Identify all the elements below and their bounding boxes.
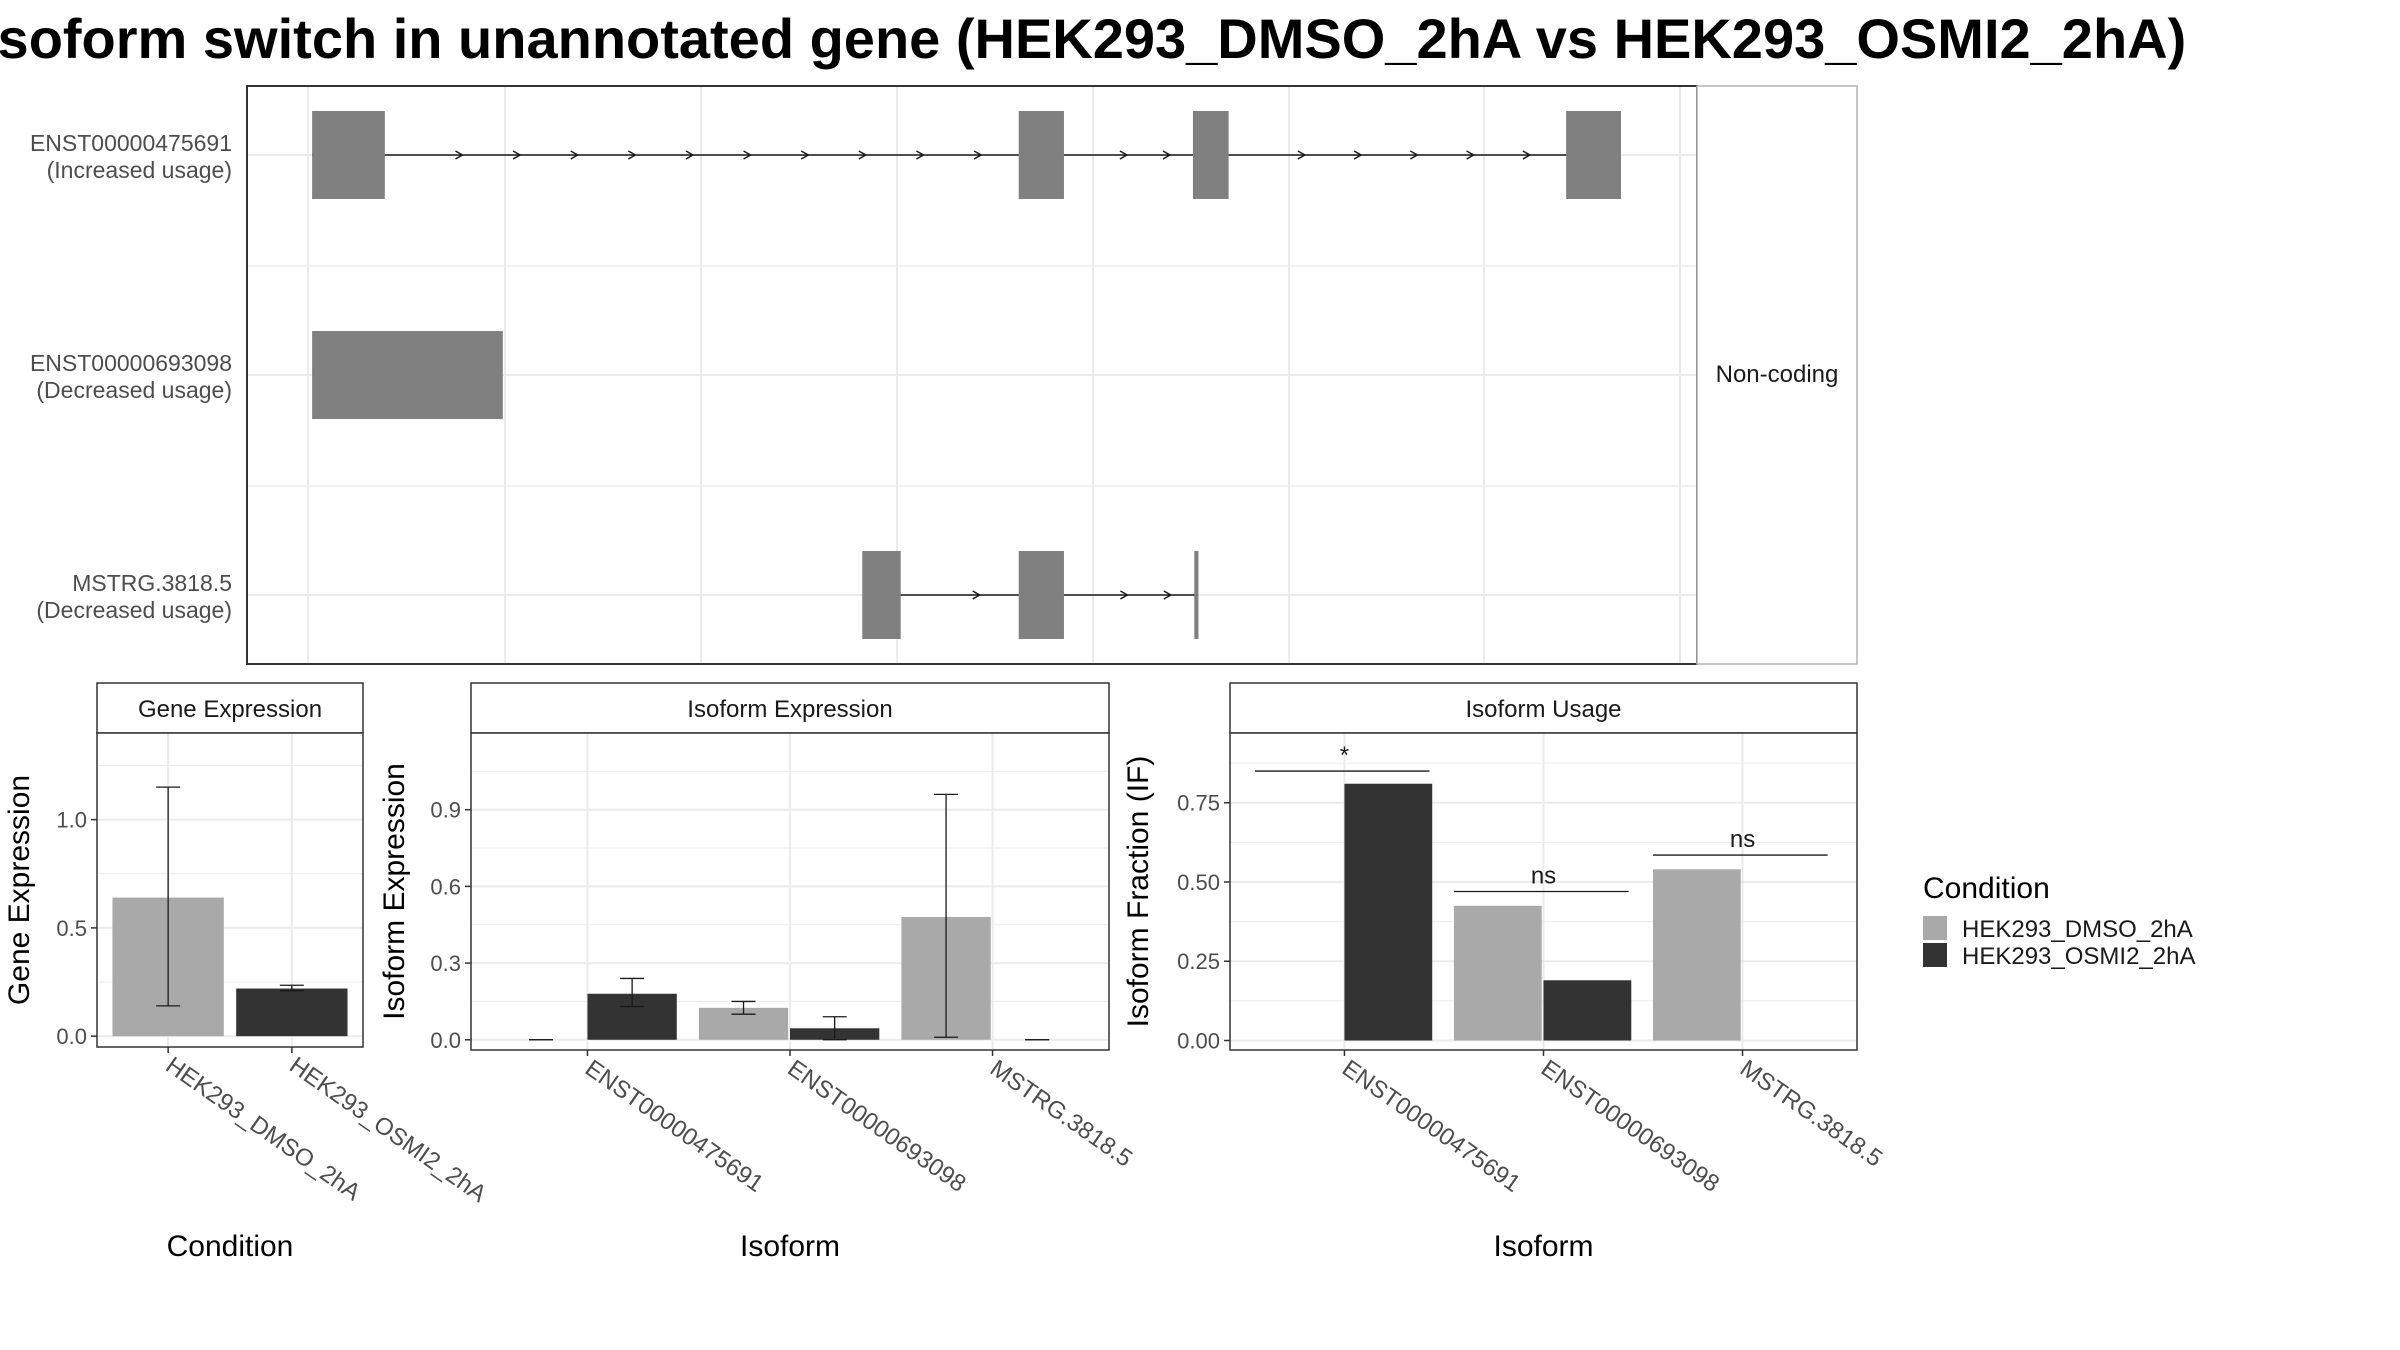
intron-arrow bbox=[570, 150, 580, 160]
y-tick-label: 0.75 bbox=[1177, 791, 1220, 816]
transcript-id-label: MSTRG.3818.5 bbox=[72, 570, 232, 596]
intron-arrow bbox=[1162, 150, 1172, 160]
y-tick-label: 0.0 bbox=[430, 1028, 461, 1053]
significance-label: ns bbox=[1730, 826, 1755, 853]
transcript-id-label: ENST00000693098 bbox=[30, 350, 232, 376]
exon bbox=[1018, 551, 1064, 639]
y-axis-title: Isoform Fraction (IF) bbox=[1122, 756, 1155, 1028]
transcript-MSTRG.3818.5 bbox=[862, 551, 1199, 639]
panel-strip-label: Gene Expression bbox=[138, 696, 322, 723]
legend-title: Condition bbox=[1923, 872, 2050, 905]
x-tick-label: ENST00000475691 bbox=[1337, 1055, 1525, 1198]
y-tick-label: 0.25 bbox=[1177, 949, 1220, 974]
panel-strip-label: Isoform Usage bbox=[1465, 696, 1621, 723]
significance-label: ns bbox=[1531, 863, 1556, 890]
y-tick-label: 0.6 bbox=[430, 874, 461, 899]
gene-expression-panel: Gene Expression0.00.51.0HEK293_DMSO_2hAH… bbox=[3, 682, 491, 1263]
transcript-usage-label: (Decreased usage) bbox=[36, 377, 232, 403]
intron-arrow bbox=[1522, 150, 1532, 160]
exon bbox=[1194, 551, 1199, 639]
y-tick-label: 0.9 bbox=[430, 798, 461, 823]
isoform-expression-panel: Isoform Expression 0.0 0.3 0.6 0.9 ENST000004… bbox=[378, 682, 1137, 1263]
panel-strip-label: Isoform Expression bbox=[687, 696, 892, 723]
intron-arrow bbox=[858, 150, 868, 160]
y-tick-label: 1.0 bbox=[56, 808, 87, 833]
bar bbox=[1543, 980, 1632, 1041]
isoform-usage-panel: Isoform Usage * ns ns 0.00 0.25 0.50 0.75 ENST00… bbox=[1122, 682, 1887, 1263]
bar bbox=[1453, 905, 1542, 1041]
intron-arrow bbox=[512, 150, 522, 160]
intron-arrow bbox=[1163, 590, 1173, 600]
x-tick-label: ENST00000475691 bbox=[580, 1055, 768, 1198]
transcript-id-label: ENST00000475691 bbox=[30, 130, 232, 156]
intron-arrow bbox=[1466, 150, 1476, 160]
bar bbox=[1344, 783, 1433, 1041]
significance-label: * bbox=[1340, 742, 1349, 769]
intron-arrow bbox=[685, 150, 695, 160]
legend-key bbox=[1923, 943, 1947, 967]
intron-arrow bbox=[1119, 150, 1129, 160]
intron-arrow bbox=[1409, 150, 1419, 160]
transcript-usage-label: (Increased usage) bbox=[47, 157, 232, 183]
x-tick-label: HEK293_OSMI2_2hA bbox=[284, 1052, 491, 1208]
exon bbox=[312, 111, 385, 199]
intron-arrow bbox=[1353, 150, 1363, 160]
intron-arrow bbox=[1120, 590, 1129, 600]
bar bbox=[236, 988, 348, 1037]
gene-structure-panel: Non-coding ENST00000475691(Increased usag… bbox=[30, 85, 1858, 665]
structure-strip-label: Non-coding bbox=[1716, 361, 1839, 388]
exon bbox=[1566, 111, 1622, 199]
panel-strip bbox=[1229, 682, 1858, 734]
panel-border bbox=[96, 732, 364, 1048]
transcript-ENST00000475691 bbox=[312, 111, 1622, 199]
x-tick-label: ENST00000693098 bbox=[783, 1055, 971, 1198]
x-tick-label: MSTRG.3818.5 bbox=[985, 1055, 1137, 1173]
figure-title: Isoform switch in unannotated gene (HEK2… bbox=[0, 7, 2186, 70]
intron-arrow bbox=[972, 590, 982, 600]
intron-arrow bbox=[455, 150, 464, 160]
intron-arrow bbox=[743, 150, 753, 160]
legend-entry-label: HEK293_OSMI2_2hA bbox=[1962, 943, 2195, 970]
legend-entry-label: HEK293_DMSO_2hA bbox=[1962, 916, 2193, 943]
intron-arrow bbox=[916, 150, 925, 160]
x-axis-title: Isoform bbox=[740, 1230, 840, 1263]
intron-arrow bbox=[627, 150, 637, 160]
y-tick-label: 0.0 bbox=[56, 1024, 87, 1049]
y-axis-title: Isoform Expression bbox=[378, 763, 411, 1020]
structure-strip bbox=[1696, 85, 1858, 665]
y-tick-label: 0.3 bbox=[430, 951, 461, 976]
exon bbox=[1018, 111, 1064, 199]
panel-strip bbox=[470, 682, 1110, 734]
intron-arrow bbox=[800, 150, 810, 160]
exon bbox=[312, 331, 503, 419]
x-axis-title: Isoform bbox=[1493, 1230, 1593, 1263]
transcript-ENST00000693098 bbox=[312, 331, 503, 419]
y-tick-label: 0.00 bbox=[1177, 1028, 1220, 1053]
x-tick-label: ENST00000693098 bbox=[1536, 1055, 1724, 1198]
bar bbox=[1652, 869, 1741, 1041]
y-tick-label: 0.50 bbox=[1177, 870, 1220, 895]
exon bbox=[1192, 111, 1229, 199]
intron-arrow bbox=[973, 150, 983, 160]
x-tick-label: MSTRG.3818.5 bbox=[1735, 1055, 1887, 1173]
y-axis-title: Gene Expression bbox=[3, 775, 36, 1005]
panel-strip bbox=[96, 682, 364, 734]
exon bbox=[862, 551, 901, 639]
transcript-usage-label: (Decreased usage) bbox=[36, 597, 232, 623]
x-axis-title: Condition bbox=[167, 1230, 294, 1263]
y-tick-label: 0.5 bbox=[56, 916, 87, 941]
legend-key bbox=[1923, 916, 1947, 940]
intron-arrow bbox=[1297, 150, 1307, 160]
